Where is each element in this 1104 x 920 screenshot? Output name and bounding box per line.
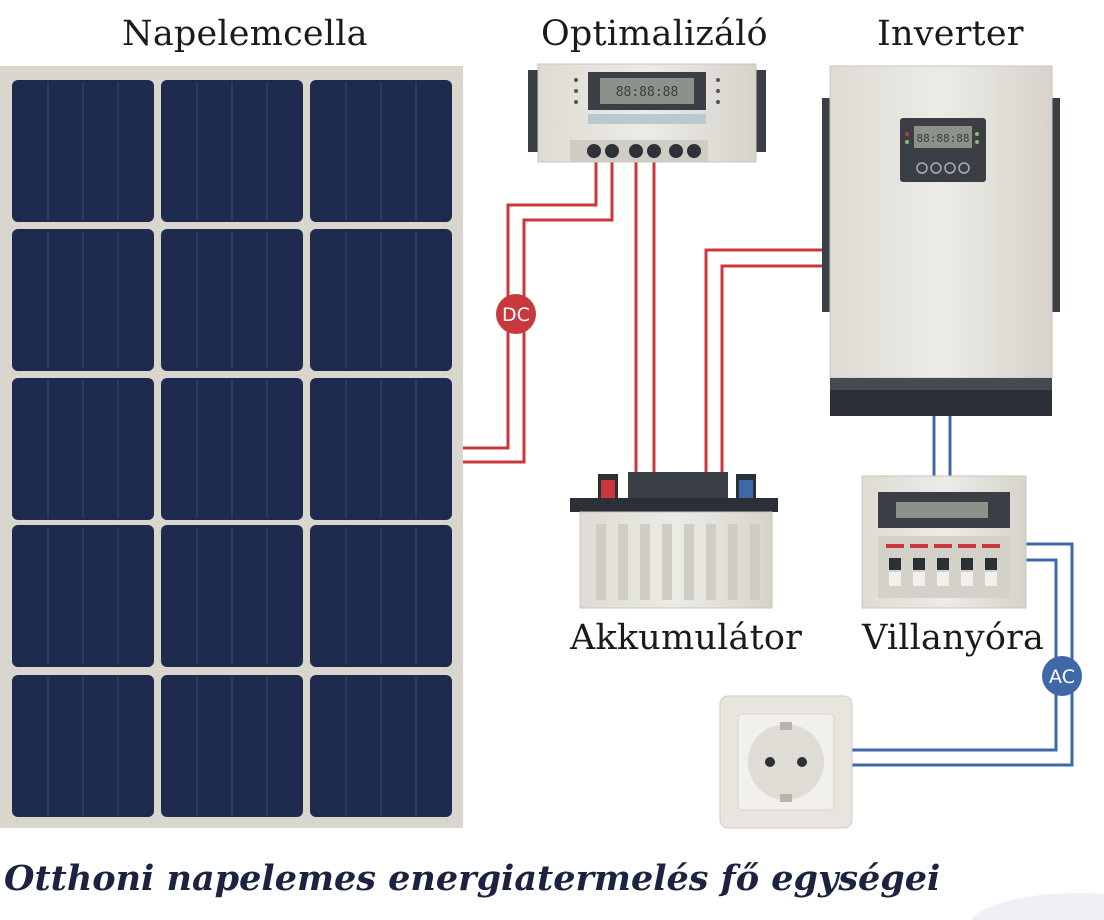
ac-badge: AC: [1042, 656, 1082, 696]
wall-socket: [719, 695, 853, 829]
battery-label: Akkumulátor: [570, 618, 803, 658]
dc-badge-label: DC: [502, 304, 530, 326]
ac-badge-label: AC: [1049, 666, 1075, 688]
dc-wires: [463, 156, 824, 472]
dc-badge: DC: [496, 294, 536, 334]
optimizer-display-text: 88:88:88: [616, 85, 679, 100]
optimizer-label: Optimalizáló: [541, 14, 768, 54]
optimizer: 88:88:88: [528, 63, 766, 163]
caption: Otthoni napelemes energiatermelés fő egy…: [4, 858, 941, 899]
inverter-display-text: 88:88:88: [917, 132, 970, 145]
inverter: 88:88:88: [822, 65, 1060, 416]
panel-cells: [12, 80, 452, 817]
electric-meter: [861, 475, 1027, 609]
ac-wires: [852, 416, 1074, 767]
solar-panel-label: Napelemcella: [122, 14, 368, 54]
inverter-label: Inverter: [877, 14, 1024, 54]
solar-panel: [0, 66, 463, 828]
background-swoosh: [971, 893, 1104, 920]
battery: [570, 472, 778, 609]
meter-label: Villanyóra: [862, 618, 1045, 658]
